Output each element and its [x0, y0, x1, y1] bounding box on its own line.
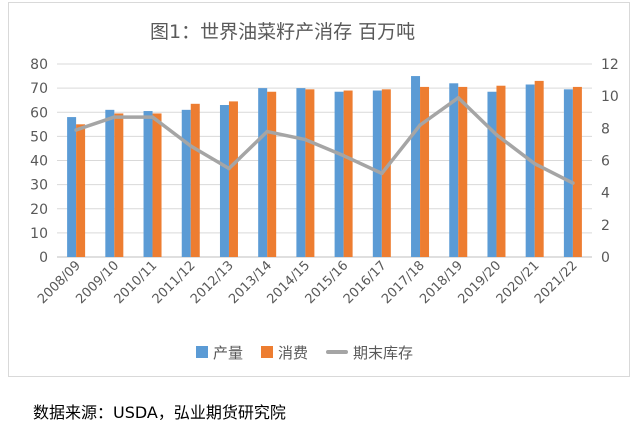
- legend-swatch-ending-stock: [326, 350, 349, 354]
- bar-series-1-cat-12: [534, 80, 544, 257]
- y-tick-label-right: 8: [601, 121, 610, 137]
- x-tick-label: 2021/22: [532, 258, 581, 307]
- ending-stock-point-4: [227, 166, 231, 171]
- y-tick-label-left: 10: [30, 226, 48, 242]
- ending-stock-point-5: [265, 129, 269, 134]
- bar-series-1-cat-1: [114, 113, 124, 257]
- legend-label-ending-stock: 期末库存: [353, 343, 414, 362]
- bar-series-0-cat-4: [219, 105, 229, 257]
- ending-stock-point-10: [456, 96, 460, 100]
- y-tick-label-left: 60: [30, 105, 48, 121]
- ending-stock-point-8: [380, 171, 384, 176]
- y-tick-label-right: 12: [601, 57, 619, 73]
- bar-series-0-cat-9: [411, 76, 421, 257]
- bar-series-1-cat-10: [458, 86, 468, 257]
- ending-stock-line: [74, 96, 575, 185]
- chart-legend: 产量 消费 期末库存: [196, 342, 431, 363]
- legend-label-consumption: 消费: [278, 343, 309, 362]
- bar-series-0-cat-5: [258, 88, 268, 257]
- bar-series-1-cat-0: [76, 124, 86, 257]
- bar-series-1-cat-11: [496, 85, 506, 258]
- bar-series-0-cat-11: [487, 91, 497, 258]
- ending-stock-point-2: [150, 115, 155, 119]
- chart-title: 图1：世界油菜籽产消存 百万吨: [150, 21, 416, 43]
- ending-stock-point-13: [571, 181, 575, 185]
- y-tick-label-left: 50: [30, 129, 48, 145]
- bar-series-0-cat-7: [334, 91, 344, 258]
- bar-series-0-cat-13: [563, 89, 573, 257]
- ending-stock-point-3: [189, 144, 193, 148]
- ending-stock-point-6: [303, 137, 308, 142]
- bar-series-1-cat-13: [572, 86, 582, 257]
- y-tick-label-left: 40: [30, 154, 48, 170]
- bar-series-1-cat-9: [420, 86, 430, 257]
- bar-series-1-cat-3: [190, 103, 200, 258]
- bar-series-0-cat-1: [105, 109, 115, 258]
- ending-stock-point-0: [74, 128, 78, 132]
- bar-series-1-cat-8: [381, 89, 391, 257]
- y-tick-label-left: 80: [30, 57, 48, 73]
- ending-stock-point-12: [532, 161, 537, 166]
- bar-series-0-cat-10: [449, 83, 459, 257]
- y-tick-label-left: 30: [30, 178, 48, 194]
- y-tick-label-right: 0: [601, 250, 610, 266]
- source-note: 数据来源：USDA，弘业期货研究院: [33, 403, 286, 422]
- bar-series-0-cat-3: [181, 109, 191, 258]
- y-tick-label-left: 20: [30, 202, 48, 218]
- bar-series-0-cat-0: [67, 117, 77, 257]
- legend-item-consumption: 消费: [261, 342, 308, 363]
- y-tick-label-right: 10: [601, 89, 619, 105]
- bar-series-1-cat-6: [305, 89, 315, 257]
- bar-series-0-cat-12: [525, 84, 535, 257]
- bar-series-0-cat-6: [296, 88, 306, 257]
- bar-series-1-cat-5: [267, 91, 277, 258]
- legend-label-production: 产量: [213, 343, 244, 362]
- legend-item-ending-stock: 期末库存: [326, 342, 413, 363]
- ending-stock-point-11: [494, 133, 499, 137]
- ending-stock-point-9: [418, 123, 422, 127]
- ending-stock-point-7: [341, 153, 346, 158]
- y-tick-label-right: 6: [601, 154, 610, 170]
- bar-series-0-cat-2: [143, 111, 153, 257]
- legend-swatch-production: [196, 346, 208, 358]
- legend-item-production: 产量: [196, 342, 243, 363]
- bar-series-0-cat-8: [372, 90, 382, 257]
- bar-series-1-cat-4: [228, 101, 238, 257]
- legend-swatch-consumption: [261, 346, 274, 358]
- y-tick-label-left: 0: [39, 250, 48, 266]
- y-tick-label-left: 70: [30, 81, 48, 97]
- y-tick-label-right: 2: [601, 218, 610, 234]
- y-tick-label-right: 4: [601, 186, 610, 202]
- ending-stock-point-1: [112, 115, 117, 119]
- bar-series-1-cat-7: [343, 90, 353, 257]
- bar-series-1-cat-2: [152, 113, 162, 257]
